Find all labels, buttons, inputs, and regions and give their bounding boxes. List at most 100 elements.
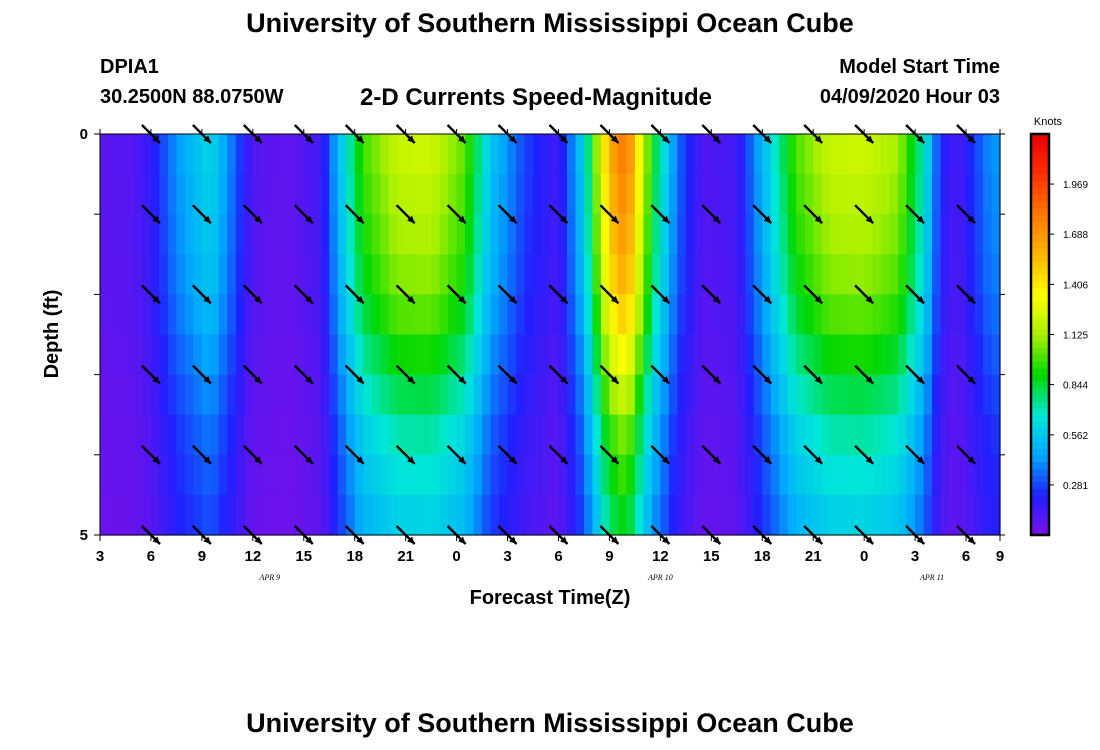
heatmap-cell [864, 294, 874, 336]
heatmap-cell [643, 334, 653, 376]
heatmap-cell [329, 174, 339, 215]
heatmap-cell [550, 214, 560, 255]
heatmap-cell [320, 414, 330, 456]
heatmap-cell [108, 134, 118, 175]
heatmap-cell [252, 214, 262, 255]
heatmap-cell [363, 134, 373, 175]
heatmap-cell [966, 294, 976, 336]
heatmap-cell [278, 294, 288, 336]
heatmap-cell [397, 334, 407, 376]
heatmap-cell [932, 334, 942, 376]
heatmap-cell [728, 174, 738, 215]
heatmap-cell [957, 414, 967, 456]
heatmap-cell [600, 174, 611, 215]
heatmap-cell [702, 134, 712, 175]
heatmap-cell [439, 374, 449, 416]
heatmap-cell [473, 374, 483, 416]
heatmap-cell [193, 134, 203, 175]
heatmap-cell [872, 134, 882, 175]
heatmap-cell [490, 254, 500, 295]
heatmap-cell [354, 334, 364, 376]
heatmap-cell [405, 214, 415, 255]
heatmap-cell [261, 374, 271, 416]
heatmap-cell [448, 374, 458, 416]
heatmap-cell [499, 174, 509, 215]
heatmap-cell [643, 254, 653, 295]
current-vector [446, 444, 467, 465]
heatmap-cell [261, 254, 271, 295]
heatmap-cell [235, 174, 245, 215]
heatmap-cell [736, 254, 746, 295]
heatmap-cell [414, 494, 424, 536]
heatmap-cell [465, 174, 475, 215]
heatmap-cell [312, 334, 322, 376]
heatmap-cell [957, 134, 967, 175]
heatmap-cell [932, 214, 942, 255]
heatmap-cell [482, 294, 492, 336]
heatmap-cell [303, 214, 313, 255]
heatmap-cell [431, 334, 441, 376]
heatmap-cell [609, 214, 619, 255]
heatmap-cell [940, 454, 950, 496]
heatmap-cell [380, 454, 390, 496]
heatmap-cell [244, 454, 254, 496]
heatmap-cell [218, 134, 228, 175]
heatmap-cell [974, 214, 984, 255]
heatmap-cell [830, 134, 840, 175]
heatmap-cell [227, 494, 237, 536]
heatmap-cell [320, 454, 330, 496]
heatmap-cell [388, 414, 398, 456]
heatmap-cell [736, 214, 746, 255]
heatmap-cell [685, 374, 695, 416]
heatmap-cell [889, 254, 899, 295]
heatmap-cell [354, 454, 364, 496]
heatmap-cell [864, 454, 874, 496]
heatmap-cell [499, 494, 509, 536]
heatmap-cell [363, 294, 373, 336]
heatmap-cell [397, 374, 407, 416]
heatmap-cell [923, 294, 933, 336]
current-vector [956, 364, 976, 385]
heatmap-cell [923, 494, 933, 536]
colorbar-segment [1031, 260, 1049, 269]
heatmap-cell [100, 374, 110, 416]
heatmap-cell [312, 134, 322, 175]
colorbar-label: Knots [1034, 116, 1063, 128]
heatmap-cell [337, 174, 347, 215]
heatmap-cell [728, 454, 738, 496]
heatmap-cell [533, 494, 543, 536]
heatmap-cell [940, 334, 950, 376]
heatmap-cell [108, 214, 118, 255]
heatmap-cell [864, 214, 874, 255]
footer-title: University of Southern Mississippi Ocean… [246, 708, 854, 738]
heatmap-cell [490, 174, 500, 215]
heatmap-cell [677, 174, 687, 215]
heatmap-cell [736, 294, 746, 336]
heatmap-cell [651, 374, 661, 416]
colorbar-tick-label: 0.844 [1063, 381, 1088, 392]
heatmap-cell [482, 214, 492, 255]
heatmap-cell [592, 174, 602, 215]
heatmap-cell [728, 374, 738, 416]
heatmap-cell [923, 374, 933, 416]
colorbar-segment [1031, 214, 1049, 222]
heatmap-cell [974, 334, 984, 376]
heatmap-cell [753, 414, 763, 456]
heatmap-cell [898, 454, 908, 496]
colorbar-segment [1031, 234, 1049, 242]
heatmap-cell [354, 254, 364, 295]
heatmap-cell [991, 254, 1001, 295]
heatmap-cell [634, 414, 644, 456]
heatmap-cell [541, 134, 551, 175]
heatmap-cell [694, 334, 704, 376]
heatmap-cell [796, 334, 806, 376]
heatmap-cell [932, 494, 942, 536]
heatmap-cell [533, 214, 543, 255]
heatmap-cell [991, 334, 1001, 376]
x-tick-label: 9 [198, 548, 206, 565]
heatmap-cell [906, 454, 916, 496]
current-vector [956, 284, 976, 305]
heatmap-cell [150, 494, 161, 536]
heatmap-cell [847, 494, 857, 536]
heatmap-cell [414, 214, 424, 255]
